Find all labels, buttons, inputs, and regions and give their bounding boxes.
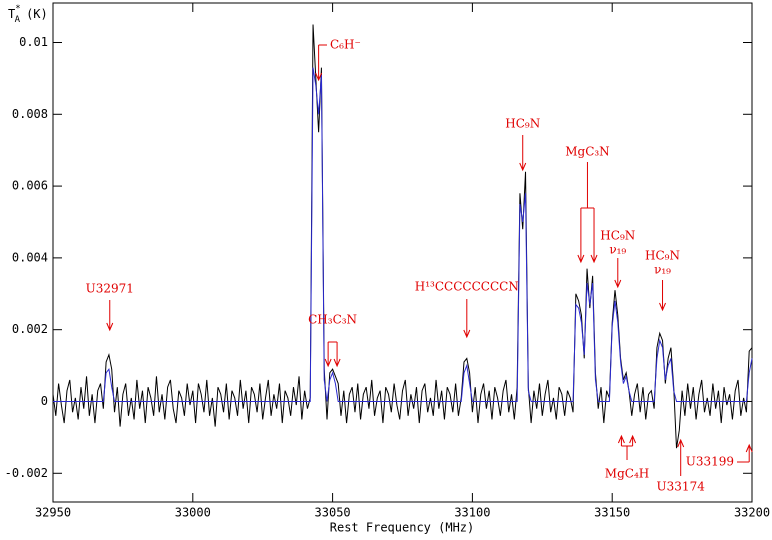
annotation-label: U33199	[686, 455, 734, 469]
spectrum-line	[53, 67, 753, 402]
annotation-arrow	[324, 342, 332, 368]
annotation-label: ν₁₉	[609, 243, 626, 257]
x-tick-label: 33100	[454, 506, 490, 520]
annotation-label: HC₉N	[505, 117, 540, 131]
annotation-label: U33174	[657, 480, 706, 494]
annotation-label: MgC₄H	[605, 467, 649, 481]
annotation-arrow	[590, 208, 598, 264]
plot-frame	[52, 2, 753, 503]
y-label-base: T	[8, 7, 15, 21]
annotation-arrow	[745, 443, 753, 462]
x-tick-label: 33000	[175, 506, 211, 520]
annotation-arrow	[315, 45, 323, 82]
annotation-arrow	[659, 280, 666, 312]
x-axis-label: Rest Frequency (MHz)	[330, 521, 475, 535]
y-label-sub: A	[15, 15, 21, 25]
x-tick-label: 33200	[734, 506, 770, 520]
annotation-label: HC₉N	[645, 249, 680, 263]
y-tick-label: 0.002	[12, 322, 48, 336]
annotations: U32971 C₆H⁻ CH₃C₃N H¹³CCCCCCCCN HC₉N MgC₃N HC₉…	[86, 38, 753, 494]
y-tick-label: -0.002	[5, 466, 48, 480]
y-label-sup: *	[15, 4, 20, 14]
annotation-arrow	[677, 438, 685, 476]
x-tick-label: 33150	[594, 506, 630, 520]
annotation-label: C₆H⁻	[330, 38, 361, 52]
annotation-arrow	[463, 299, 471, 339]
y-tick-label: 0.006	[12, 179, 48, 193]
x-tick-label: 32950	[35, 506, 71, 520]
annotation-label: HC₉N	[600, 229, 635, 243]
annotation-arrow	[617, 434, 625, 446]
annotation-arrow	[106, 300, 114, 332]
annotation-arrow	[519, 135, 527, 172]
y-axis-label: T* A (K)	[8, 4, 48, 25]
spectrum-line	[52, 24, 753, 449]
annotation-label: ν₁₉	[654, 263, 671, 277]
x-tick-label: 33050	[315, 506, 351, 520]
annotation-label: MgC₃N	[565, 145, 609, 159]
y-tick-label: 0.008	[12, 107, 48, 121]
annotation-label: H¹³CCCCCCCCN	[415, 280, 519, 294]
y-label-unit: (K)	[26, 7, 48, 21]
y-tick-label: 0	[41, 394, 48, 408]
annotation-arrow	[333, 342, 341, 368]
y-tick-label: 0.004	[12, 250, 48, 264]
annotation-arrow	[614, 258, 622, 289]
y-tick-label: 0.01	[19, 35, 48, 49]
annotation-arrow	[629, 434, 637, 446]
annotation-label: CH₃C₃N	[308, 313, 357, 327]
annotation-label: U32971	[86, 282, 134, 296]
annotation-arrow	[577, 208, 585, 264]
